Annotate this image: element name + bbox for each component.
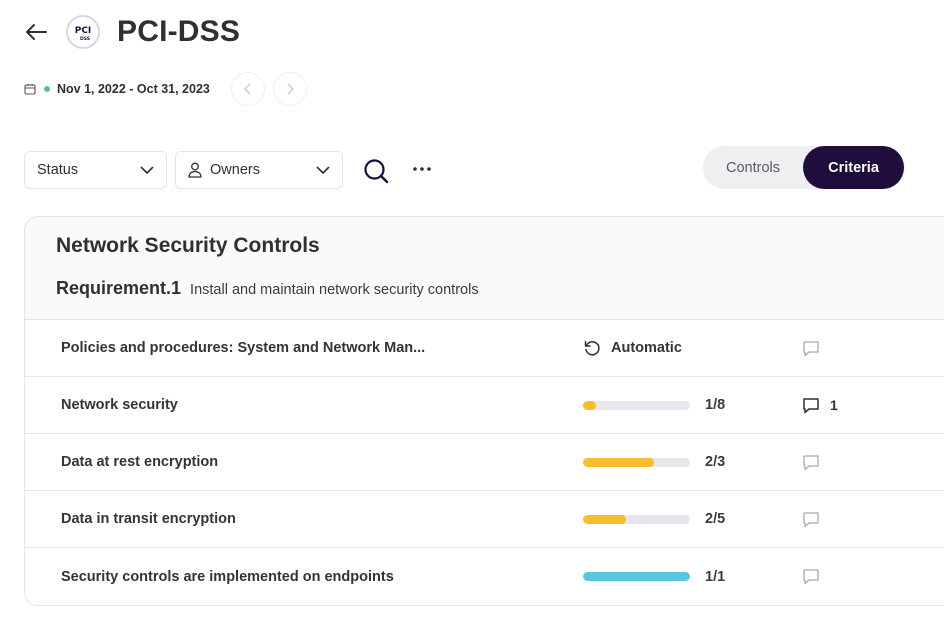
progress-indicator: 2/3 (583, 454, 725, 470)
page-title: PCI-DSS (117, 15, 241, 48)
pci-dss-logo: PCI DSS (66, 15, 100, 49)
criteria-name: Network security (61, 397, 178, 413)
progress-fraction: 2/3 (705, 454, 726, 470)
progress-indicator: 2/5 (583, 511, 725, 527)
progress-bar (583, 400, 690, 410)
card-header: Network Security Controls Requirement.1 … (25, 217, 944, 320)
requirement-card: Network Security Controls Requirement.1 … (24, 216, 944, 606)
owners-filter-dropdown[interactable]: Owners (175, 151, 343, 189)
owners-filter-label: Owners (210, 162, 260, 178)
comment-icon (803, 511, 819, 527)
comments-button[interactable] (802, 568, 830, 585)
criteria-list: Policies and procedures: System and Netw… (25, 320, 944, 605)
progress-bar (583, 572, 690, 581)
progress-fraction: 2/5 (705, 511, 726, 527)
next-period-button[interactable] (272, 72, 307, 106)
progress-bar (583, 457, 690, 467)
criteria-name: Data at rest encryption (61, 454, 219, 470)
criteria-name: Security controls are implemented on end… (61, 568, 394, 585)
progress-fraction: 1/1 (705, 568, 726, 585)
criteria-row[interactable]: Data in transit encryption 2/5 (25, 491, 944, 548)
comments-button[interactable] (802, 454, 830, 471)
progress-indicator: 1/8 (583, 397, 725, 413)
status-dot (44, 86, 50, 92)
progress-indicator: 1/1 (583, 569, 725, 585)
progress-bar-fill (583, 457, 655, 467)
progress-bar (583, 514, 690, 524)
calendar-icon (24, 83, 36, 95)
progress-bar-fill (583, 400, 597, 410)
svg-text:PCI: PCI (75, 26, 92, 36)
comment-count: 1 (830, 397, 838, 413)
chevron-down-icon (140, 166, 154, 174)
criteria-name: Policies and procedures: System and Netw… (61, 340, 426, 356)
previous-period-button[interactable] (230, 72, 265, 106)
progress-bar-fill (583, 514, 626, 524)
comment-icon (803, 454, 819, 470)
date-range-row: Nov 1, 2022 - Oct 31, 2023 (24, 72, 307, 106)
criteria-name: Data in transit encryption (61, 511, 236, 527)
comments-button[interactable]: 1 (802, 397, 838, 414)
requirement-line: Requirement.1 Install and maintain netwo… (56, 278, 479, 299)
progress-bar-fill (583, 572, 690, 581)
toggle-criteria[interactable]: Criteria (803, 146, 904, 189)
requirement-description: Install and maintain network security co… (190, 282, 479, 298)
chevron-right-icon (287, 83, 294, 95)
person-icon (188, 162, 202, 178)
back-arrow-icon[interactable] (22, 18, 50, 46)
status-filter-dropdown[interactable]: Status (24, 151, 167, 189)
toggle-controls[interactable]: Controls (726, 159, 780, 176)
view-toggle: Controls Criteria (703, 146, 905, 189)
comment-icon (803, 569, 819, 585)
criteria-row[interactable]: Security controls are implemented on end… (25, 548, 944, 605)
automatic-label: Automatic (611, 340, 682, 356)
search-icon[interactable] (362, 157, 390, 185)
comment-icon (803, 340, 819, 356)
more-options-icon[interactable] (408, 157, 436, 181)
chevron-left-icon (243, 83, 251, 95)
page-header: PCI DSS PCI-DSS (22, 12, 240, 52)
chevron-down-icon (316, 166, 330, 174)
refresh-icon (584, 340, 600, 356)
comments-button[interactable] (802, 511, 830, 528)
criteria-row[interactable]: Data at rest encryption 2/3 (25, 434, 944, 491)
progress-fraction: 1/8 (705, 397, 726, 413)
requirement-code: Requirement.1 (56, 278, 182, 298)
svg-text:DSS: DSS (80, 36, 90, 42)
section-title: Network Security Controls (56, 234, 320, 257)
criteria-row[interactable]: Policies and procedures: System and Netw… (25, 320, 944, 377)
criteria-row[interactable]: Network security 1/8 1 (25, 377, 944, 434)
date-range-text: Nov 1, 2022 - Oct 31, 2023 (57, 82, 210, 96)
status-filter-label: Status (37, 162, 79, 178)
comments-button[interactable] (802, 340, 830, 357)
automatic-status: Automatic (583, 339, 682, 357)
comment-icon (803, 397, 819, 413)
